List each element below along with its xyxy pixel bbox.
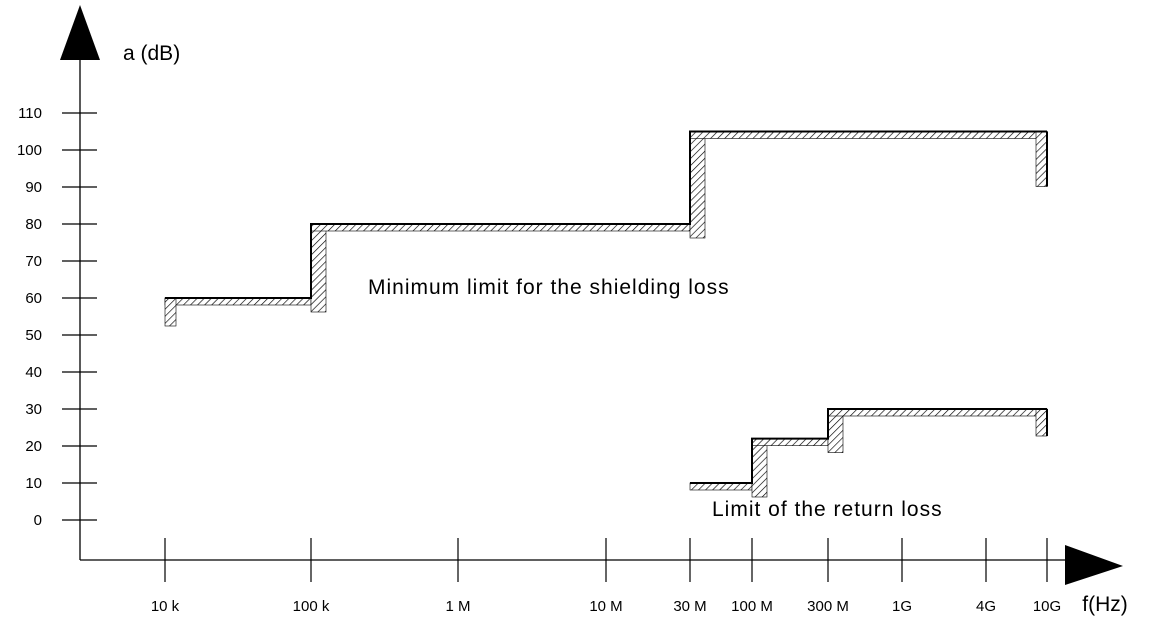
y-tick-label-90: 90 xyxy=(25,179,42,196)
hatch-horizontal-1-4 xyxy=(827,408,1048,417)
x-axis-title: f(Hz) xyxy=(1082,593,1128,616)
x-tick-label-2: 1 M xyxy=(445,598,470,615)
x-tick-label-8: 4G xyxy=(976,598,996,615)
x-tick-label-1: 100 k xyxy=(293,598,330,615)
hatch-horizontal-0-2 xyxy=(310,223,691,232)
series-layer xyxy=(164,130,1048,498)
x-tick-label-9: 10G xyxy=(1033,598,1061,615)
x-tick-label-5: 100 M xyxy=(731,598,773,615)
x-tick-label-3: 10 M xyxy=(589,598,622,615)
x-tick-label-4: 30 M xyxy=(673,598,706,615)
y-tick-label-40: 40 xyxy=(25,364,42,381)
y-tick-label-60: 60 xyxy=(25,290,42,307)
series-label-return-loss: Limit of the return loss xyxy=(712,498,943,521)
y-tick-label-70: 70 xyxy=(25,253,42,270)
series-0 xyxy=(164,130,1048,327)
x-tick-label-6: 300 M xyxy=(807,598,849,615)
hatch-vertical-0-1 xyxy=(310,223,327,313)
hatch-start-cap-0 xyxy=(164,297,177,327)
x-axis-ticks: 10 k 100 k 1 M 10 M 30 M 100 M 300 M 1G 4G 10G xyxy=(151,538,1061,615)
y-tick-label-0: 0 xyxy=(34,512,42,529)
y-axis-arrow xyxy=(60,5,100,60)
y-tick-label-10: 10 xyxy=(25,475,42,492)
x-tick-label-7: 1G xyxy=(892,598,912,615)
series-1 xyxy=(689,408,1048,498)
hatch-horizontal-0-4 xyxy=(689,131,1048,139)
series-label-shielding-loss: Minimum limit for the shielding loss xyxy=(368,276,730,299)
y-tick-label-20: 20 xyxy=(25,438,42,455)
y-tick-label-80: 80 xyxy=(25,216,42,233)
y-axis-title: a (dB) xyxy=(123,42,180,65)
hatch-vertical-1-1 xyxy=(751,438,768,498)
y-tick-label-100: 100 xyxy=(17,142,42,159)
y-axis-ticks: 0 10 20 30 40 50 60 70 80 90 100 110 xyxy=(17,105,97,529)
y-tick-label-50: 50 xyxy=(25,327,42,344)
x-tick-label-0: 10 k xyxy=(151,598,180,615)
series-line-1 xyxy=(690,408,1047,484)
hatch-horizontal-0-0 xyxy=(164,297,312,306)
series-line-0 xyxy=(165,130,1047,299)
hatch-horizontal-1-0 xyxy=(689,482,753,491)
hatch-end-cap-1 xyxy=(1035,408,1048,437)
y-tick-label-30: 30 xyxy=(25,401,42,418)
hatch-vertical-0-3 xyxy=(689,131,706,239)
hatch-horizontal-1-2 xyxy=(751,438,829,446)
x-axis-arrow xyxy=(1065,545,1123,585)
y-tick-label-110: 110 xyxy=(18,105,42,122)
hatch-end-cap-0 xyxy=(1035,131,1048,187)
